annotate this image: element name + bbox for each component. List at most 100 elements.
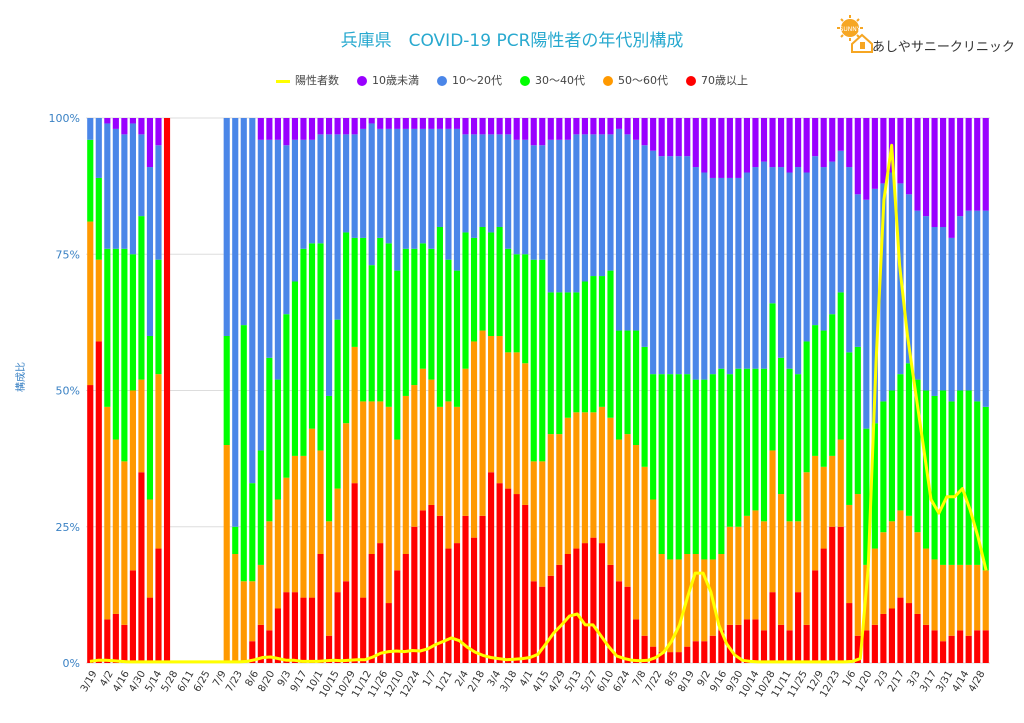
bar-segment — [820, 118, 827, 168]
bar-segment — [291, 118, 299, 140]
bar-segment — [522, 254, 529, 364]
bar-segment — [308, 243, 316, 429]
bar-segment — [905, 515, 913, 604]
bar-segment — [496, 483, 503, 663]
bar-segment — [249, 581, 256, 642]
legend-swatch — [357, 76, 367, 86]
bar-segment — [650, 499, 657, 647]
bar-segment — [982, 118, 989, 211]
bar-segment — [564, 118, 571, 140]
bar-segment — [624, 330, 631, 435]
bar-segment — [479, 134, 486, 227]
bar-segment — [249, 118, 256, 484]
bar-segment — [692, 167, 699, 380]
bar-segment — [95, 341, 102, 663]
bar-segment — [547, 434, 554, 576]
bar-segment — [957, 390, 964, 565]
bar-segment — [667, 374, 674, 560]
bar-segment — [95, 177, 102, 260]
bar-segment — [402, 118, 409, 129]
bar-segment — [505, 118, 512, 135]
bar-segment — [419, 128, 426, 244]
bar-segment — [846, 167, 853, 353]
bar-segment — [641, 118, 648, 146]
bar-segment — [948, 564, 955, 636]
bar-segment — [692, 641, 699, 663]
bar-segment — [411, 128, 418, 249]
bar-segment — [684, 374, 691, 554]
bar-segment — [453, 543, 461, 663]
bar-segment — [505, 134, 512, 249]
bar-segment — [257, 624, 264, 663]
bar-segment — [249, 641, 256, 663]
bar-segment — [138, 472, 145, 663]
legend-swatch — [686, 76, 696, 86]
bar-segment — [530, 581, 537, 663]
bar-segment — [607, 417, 614, 565]
bar-segment — [155, 259, 162, 375]
bar-segment — [317, 134, 324, 244]
bar-segment — [505, 248, 512, 353]
bar-segment — [675, 652, 682, 663]
bar-segment — [974, 630, 981, 663]
bar-segment — [573, 292, 580, 413]
bar-segment — [488, 118, 495, 135]
bar-segment — [325, 521, 333, 636]
bar-segment — [470, 341, 478, 538]
bar-segment — [880, 613, 887, 663]
bar-segment — [581, 543, 588, 663]
bar-segment — [820, 548, 827, 663]
bar-segment — [155, 548, 162, 663]
bar-segment — [633, 619, 640, 663]
bar-segment — [436, 406, 443, 516]
bar-segment — [965, 118, 972, 211]
bar-segment — [317, 118, 324, 135]
bar-segment — [453, 128, 461, 271]
bar-segment — [138, 134, 145, 217]
legend-swatch — [276, 79, 290, 83]
bar-segment — [854, 118, 861, 195]
bar-segment — [146, 499, 154, 598]
bar-segment — [274, 118, 281, 140]
bar-segment — [385, 243, 392, 407]
bar-segment — [121, 118, 128, 135]
bar-segment — [590, 276, 597, 413]
bar-segment — [581, 281, 588, 413]
bar-segment — [820, 330, 827, 467]
x-tick-label: 6/25 — [192, 669, 213, 694]
chart-legend: 陽性者数 10歳未満 10〜20代 30〜40代 50〜60代 70歳以上 — [0, 72, 1024, 88]
bar-segment — [718, 177, 725, 369]
bar-segment — [547, 292, 554, 435]
bar-segment — [249, 483, 256, 582]
bar-segment — [343, 423, 350, 582]
x-tick-label: 1/21 — [434, 669, 455, 694]
bar-segment — [445, 118, 452, 129]
bar-segment — [615, 330, 623, 440]
bar-segment — [513, 254, 520, 353]
bar-segment — [871, 423, 878, 549]
bar-segment — [112, 439, 119, 614]
bar-segment — [692, 118, 699, 168]
bar-segment — [769, 450, 776, 593]
bar-segment — [232, 554, 239, 663]
bar-segment — [240, 325, 247, 582]
bar-segment — [598, 276, 606, 407]
legend-swatch — [603, 76, 613, 86]
bar-segment — [777, 118, 785, 168]
bar-segment — [786, 172, 793, 369]
legend-item: 10歳未満 — [357, 72, 419, 88]
bar-segment — [402, 128, 409, 249]
bar-segment — [394, 118, 401, 129]
bar-segment — [854, 194, 861, 347]
bar-segment — [957, 118, 964, 217]
bar-segment — [411, 248, 418, 386]
bar-segment — [522, 504, 529, 663]
bar-segment — [87, 385, 94, 663]
bar-segment — [650, 646, 657, 663]
logo-badge-text: SUNNY — [840, 26, 861, 33]
bar-segment — [556, 434, 563, 565]
bar-segment — [598, 406, 606, 544]
bar-segment — [539, 259, 546, 462]
bar-segment — [385, 128, 392, 244]
bar-segment — [539, 461, 546, 587]
